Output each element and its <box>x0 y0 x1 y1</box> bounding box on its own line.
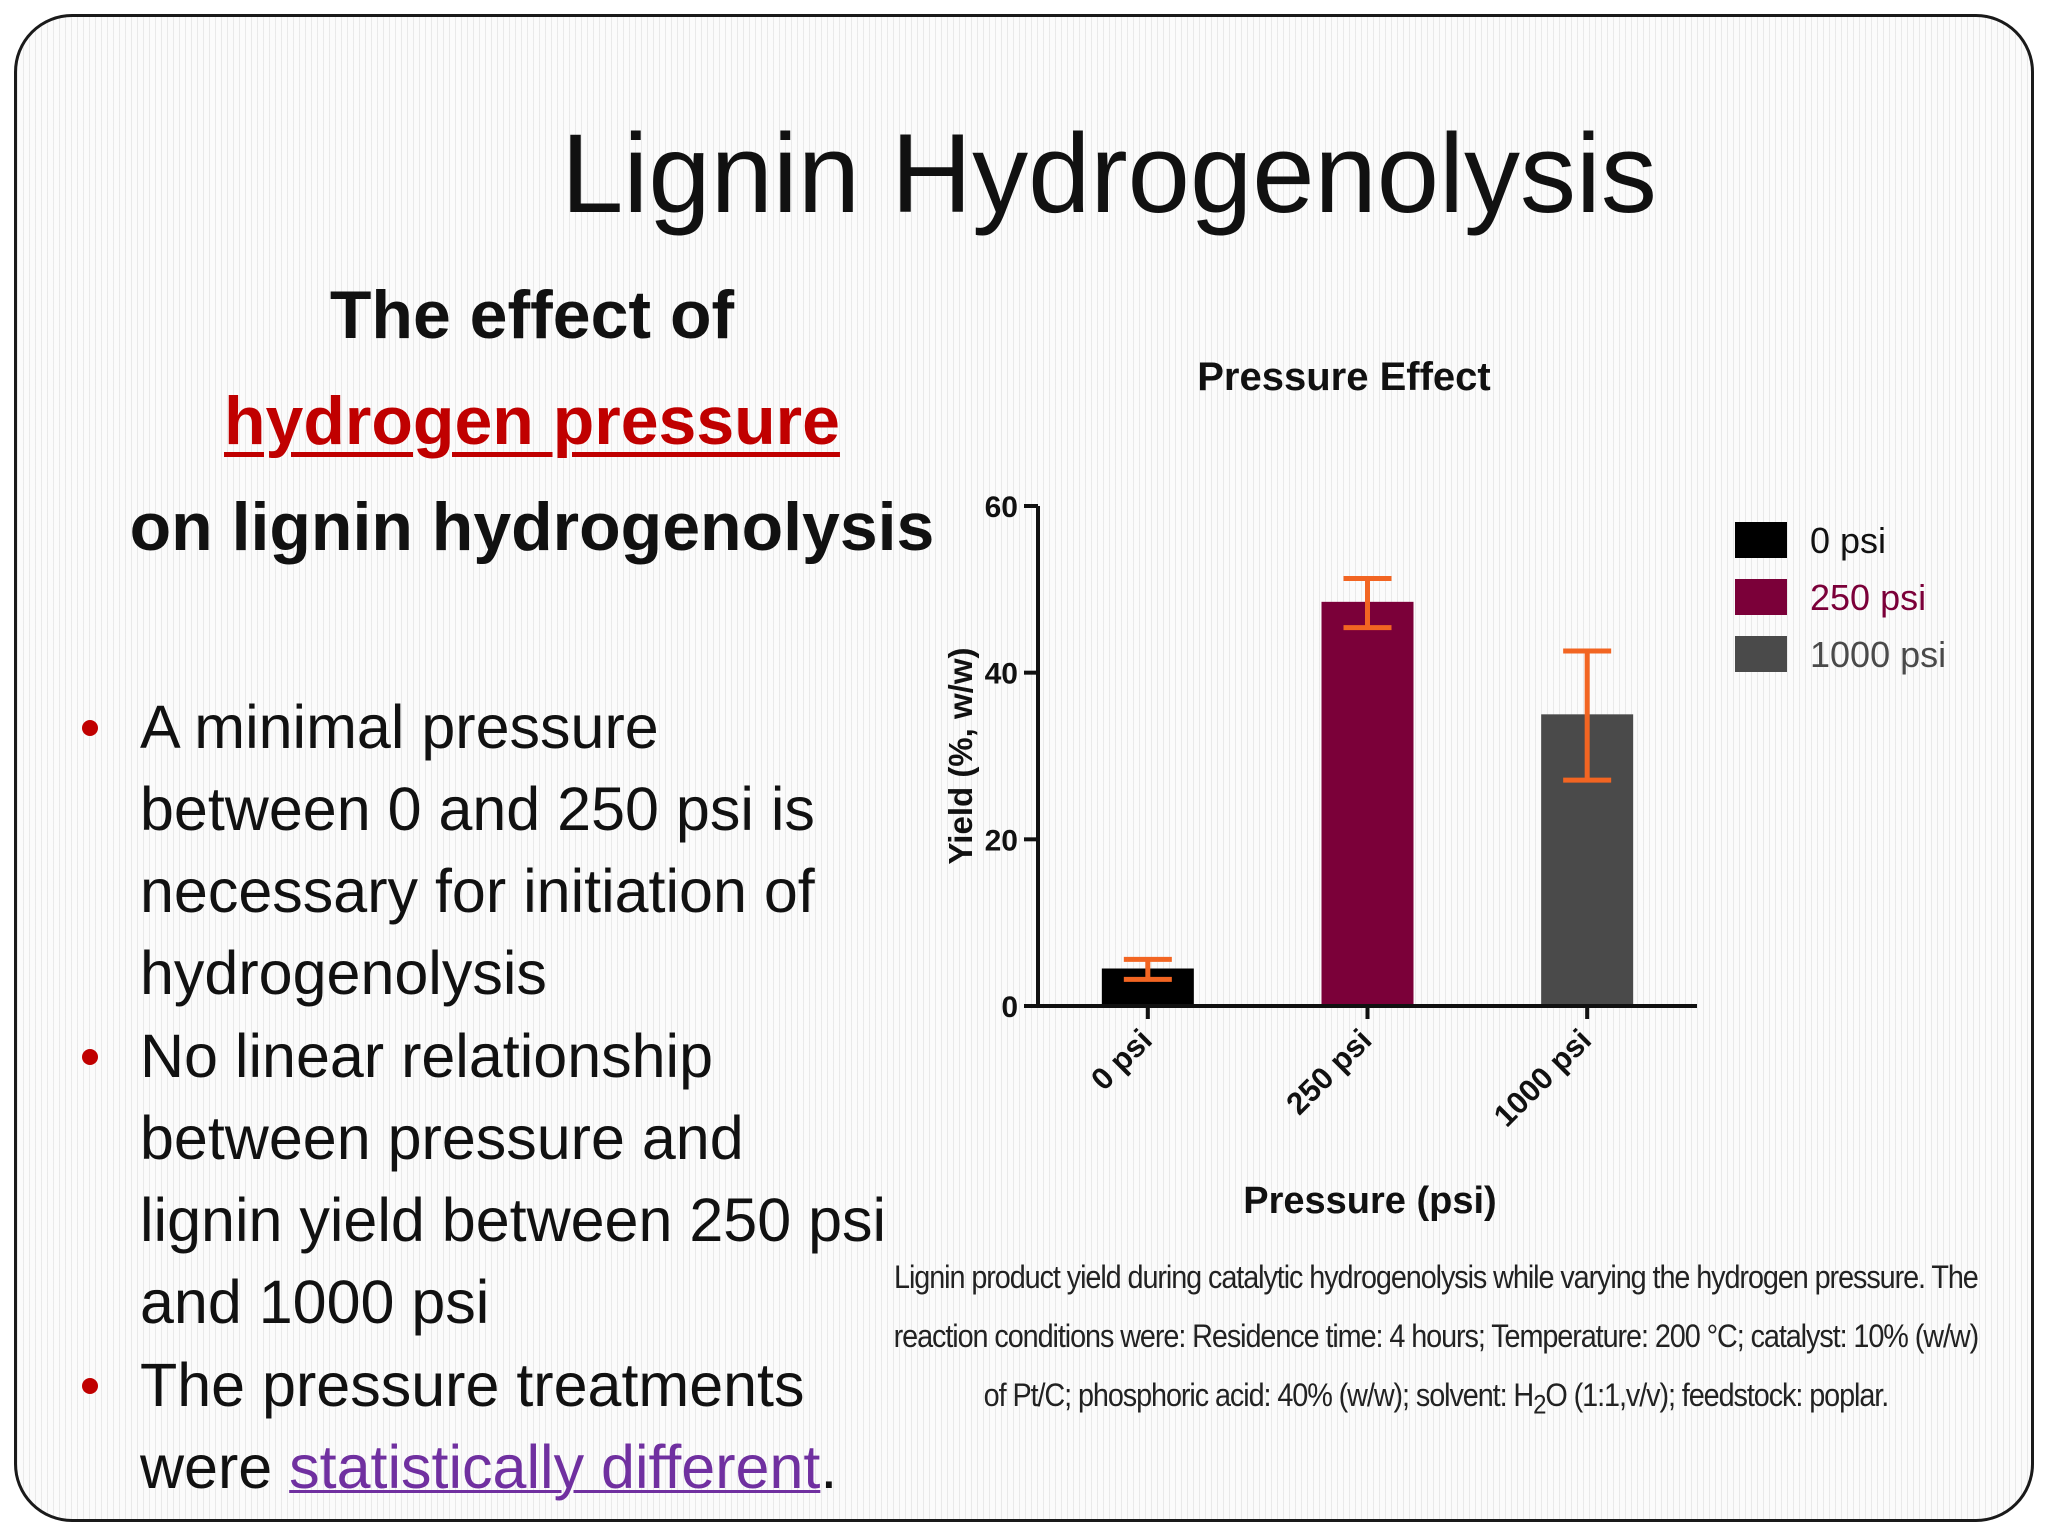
slide-subtitle: The effect of hydrogen pressure on ligni… <box>62 262 1002 580</box>
x-tick-label: 250 psi <box>1279 1022 1378 1121</box>
bullet-line-last: were statistically different. <box>140 1426 1024 1508</box>
legend-label: 1000 psi <box>1810 634 1946 675</box>
legend-swatch <box>1735 636 1787 672</box>
y-tick-label: 20 <box>985 824 1018 857</box>
bullet-item: No linear relationship between pressure … <box>64 1015 1024 1343</box>
y-tick-label: 0 <box>1001 991 1018 1024</box>
subtitle-line-1: The effect of <box>329 277 735 353</box>
y-axis-label: Yield (%, w/w) <box>942 648 979 865</box>
slide-frame <box>14 14 2034 1522</box>
x-tick-label: 1000 psi <box>1487 1022 1598 1133</box>
legend-label: 0 psi <box>1810 520 1886 561</box>
bullet-dot-icon <box>82 1378 98 1394</box>
bullet-item: The pressure treatments were statistical… <box>64 1344 1024 1508</box>
bullet-line: hydrogenolysis <box>140 939 547 1007</box>
bullet-dot-icon <box>82 1049 98 1065</box>
subtitle-line-3: on lignin hydrogenolysis <box>129 489 935 565</box>
bullet-line: A minimal pressure <box>140 693 659 761</box>
chart-title: Pressure Effect <box>1197 355 1490 399</box>
subtitle-highlight: hydrogen pressure <box>224 383 840 459</box>
caption-subscript: 2 <box>1533 1389 1546 1420</box>
bullet-line: The pressure treatments <box>140 1351 805 1419</box>
y-tick-label: 60 <box>985 491 1018 524</box>
bullet-line: and 1000 psi <box>140 1268 490 1336</box>
bar-250-psi <box>1321 601 1414 1006</box>
legend-swatch <box>1735 579 1787 615</box>
legend-label: 250 psi <box>1810 577 1926 618</box>
y-tick-label: 40 <box>985 658 1018 691</box>
bullet-line: No linear relationship <box>140 1022 714 1090</box>
legend-swatch <box>1735 522 1787 558</box>
figure-caption: Lignin product yield during catalytic hy… <box>886 1248 1986 1434</box>
bullet-dot-icon <box>82 720 98 736</box>
bullet-item: A minimal pressure between 0 and 250 psi… <box>64 686 1024 1014</box>
x-tick-label: 0 psi <box>1084 1022 1159 1097</box>
bullet-list: A minimal pressure between 0 and 250 psi… <box>64 686 1024 1509</box>
caption-text: Lignin product yield during catalytic hy… <box>893 1259 1980 1413</box>
bullet-prefix: were <box>140 1433 290 1501</box>
bullet-line: between 0 and 250 psi is <box>140 775 815 843</box>
bullet-line: lignin yield between 250 psi <box>140 1186 887 1254</box>
bullet-suffix: . <box>820 1433 838 1501</box>
x-axis-label: Pressure (psi) <box>1243 1180 1496 1222</box>
statistically-different-link[interactable]: statistically different <box>289 1433 821 1501</box>
caption-text-end: O (1:1,v/v); feedstock: poplar. <box>1545 1377 1889 1413</box>
bullet-line: necessary for initiation of <box>140 857 815 925</box>
slide-title: Lignin Hydrogenolysis <box>561 111 1657 236</box>
bullet-line: between pressure and <box>140 1104 744 1172</box>
